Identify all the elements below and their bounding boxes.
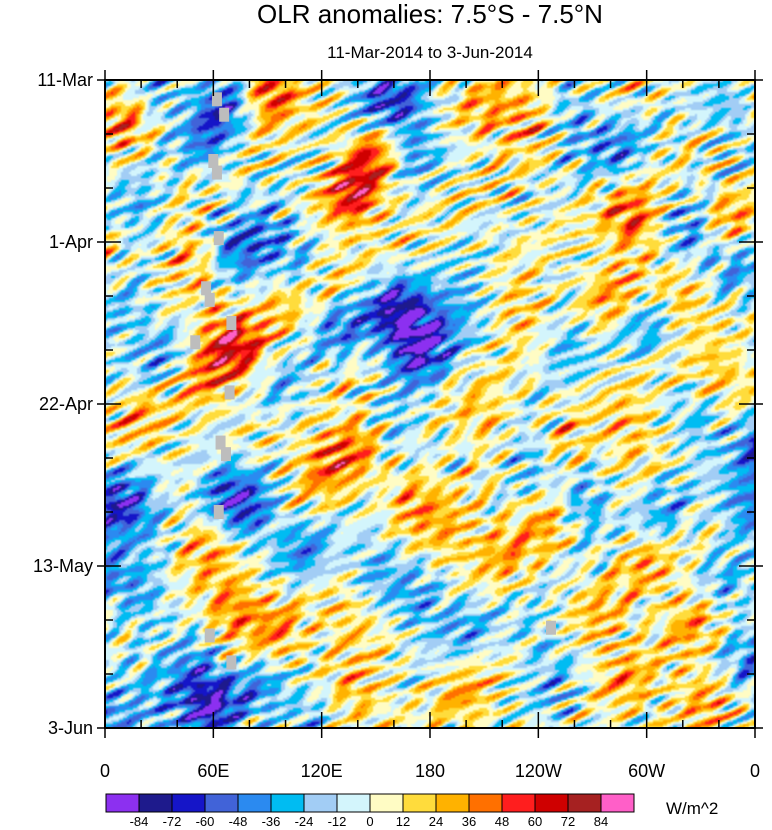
colorbar-box bbox=[237, 793, 272, 813]
colorbar-label: 24 bbox=[429, 814, 443, 829]
colorbar: -84 -72 -60 -48 -36 -24 -12 0 12 24 36 48 60 72 84 bbox=[105, 793, 635, 829]
missing-data-patch bbox=[226, 316, 237, 330]
missing-data-layer bbox=[190, 92, 556, 670]
missing-data-patch bbox=[204, 628, 215, 643]
colorbar-label: 60 bbox=[528, 814, 542, 829]
x-tick-label: 60E bbox=[197, 761, 229, 781]
colorbar-box bbox=[534, 793, 569, 813]
colorbar-box bbox=[171, 793, 206, 813]
colorbar-box bbox=[138, 793, 173, 813]
colorbar-box bbox=[435, 793, 470, 813]
missing-data-patch bbox=[208, 154, 219, 168]
missing-data-patch bbox=[213, 231, 224, 246]
missing-data-patch bbox=[204, 292, 215, 307]
colorbar-label: -84 bbox=[130, 814, 149, 829]
plot-area bbox=[97, 70, 763, 738]
tick-marks bbox=[97, 70, 763, 738]
x-tick-label: 0 bbox=[750, 761, 760, 781]
colorbar-label: -60 bbox=[196, 814, 215, 829]
colorbar-label: -24 bbox=[295, 814, 314, 829]
colorbar-label: 36 bbox=[462, 814, 476, 829]
colorbar-label: 72 bbox=[561, 814, 575, 829]
missing-data-patch bbox=[219, 107, 230, 122]
colorbar-label: -48 bbox=[229, 814, 248, 829]
y-tick-label: 22-Apr bbox=[39, 394, 93, 414]
missing-data-patch bbox=[211, 92, 222, 107]
x-tick-label: 180 bbox=[415, 761, 445, 781]
colorbar-label: -36 bbox=[262, 814, 281, 829]
x-tick-label: 120W bbox=[515, 761, 562, 781]
y-tick-label: 1-Apr bbox=[49, 232, 93, 252]
colorbar-label: 48 bbox=[495, 814, 509, 829]
missing-data-patch bbox=[226, 655, 237, 670]
colorbar-box bbox=[270, 793, 305, 813]
x-tick-label: 60W bbox=[628, 761, 665, 781]
colorbar-box bbox=[600, 793, 635, 813]
colorbar-box bbox=[204, 793, 239, 813]
colorbar-box bbox=[105, 793, 140, 813]
y-tick-label: 13-May bbox=[33, 556, 93, 576]
y-tick-label: 3-Jun bbox=[48, 718, 93, 738]
y-tick-label: 11-Mar bbox=[37, 70, 93, 90]
missing-data-patch bbox=[220, 447, 231, 462]
missing-data-patch bbox=[211, 165, 222, 180]
olr-anomaly-field bbox=[105, 80, 755, 728]
missing-data-patch bbox=[201, 281, 212, 296]
colorbar-box bbox=[402, 793, 437, 813]
colorbar-box bbox=[303, 793, 338, 813]
colorbar-box bbox=[369, 793, 404, 813]
chart-subtitle: 11-Mar-2014 to 3-Jun-2014 bbox=[327, 43, 533, 62]
colorbar-label: -72 bbox=[163, 814, 182, 829]
x-tick-label: 0 bbox=[100, 761, 110, 781]
colorbar-label: -12 bbox=[328, 814, 347, 829]
colorbar-units: W/m^2 bbox=[666, 799, 718, 818]
colorbar-label: 12 bbox=[396, 814, 410, 829]
colorbar-box bbox=[468, 793, 503, 813]
missing-data-patch bbox=[224, 385, 235, 400]
colorbar-box bbox=[336, 793, 371, 813]
missing-data-patch bbox=[545, 620, 556, 635]
missing-data-patch bbox=[215, 435, 226, 450]
colorbar-label: 84 bbox=[594, 814, 608, 829]
colorbar-label: 0 bbox=[366, 814, 373, 829]
chart-title: OLR anomalies: 7.5°S - 7.5°N bbox=[257, 0, 603, 29]
colorbar-box bbox=[501, 793, 536, 813]
y-axis-tick-labels: 11-Mar 1-Apr 22-Apr 13-May 3-Jun bbox=[33, 70, 93, 738]
x-tick-label: 120E bbox=[301, 761, 343, 781]
x-axis-tick-labels: 0 60E 120E 180 120W 60W 0 bbox=[100, 761, 760, 781]
colorbar-box bbox=[567, 793, 602, 813]
missing-data-patch bbox=[213, 505, 224, 519]
missing-data-patch bbox=[190, 335, 201, 350]
